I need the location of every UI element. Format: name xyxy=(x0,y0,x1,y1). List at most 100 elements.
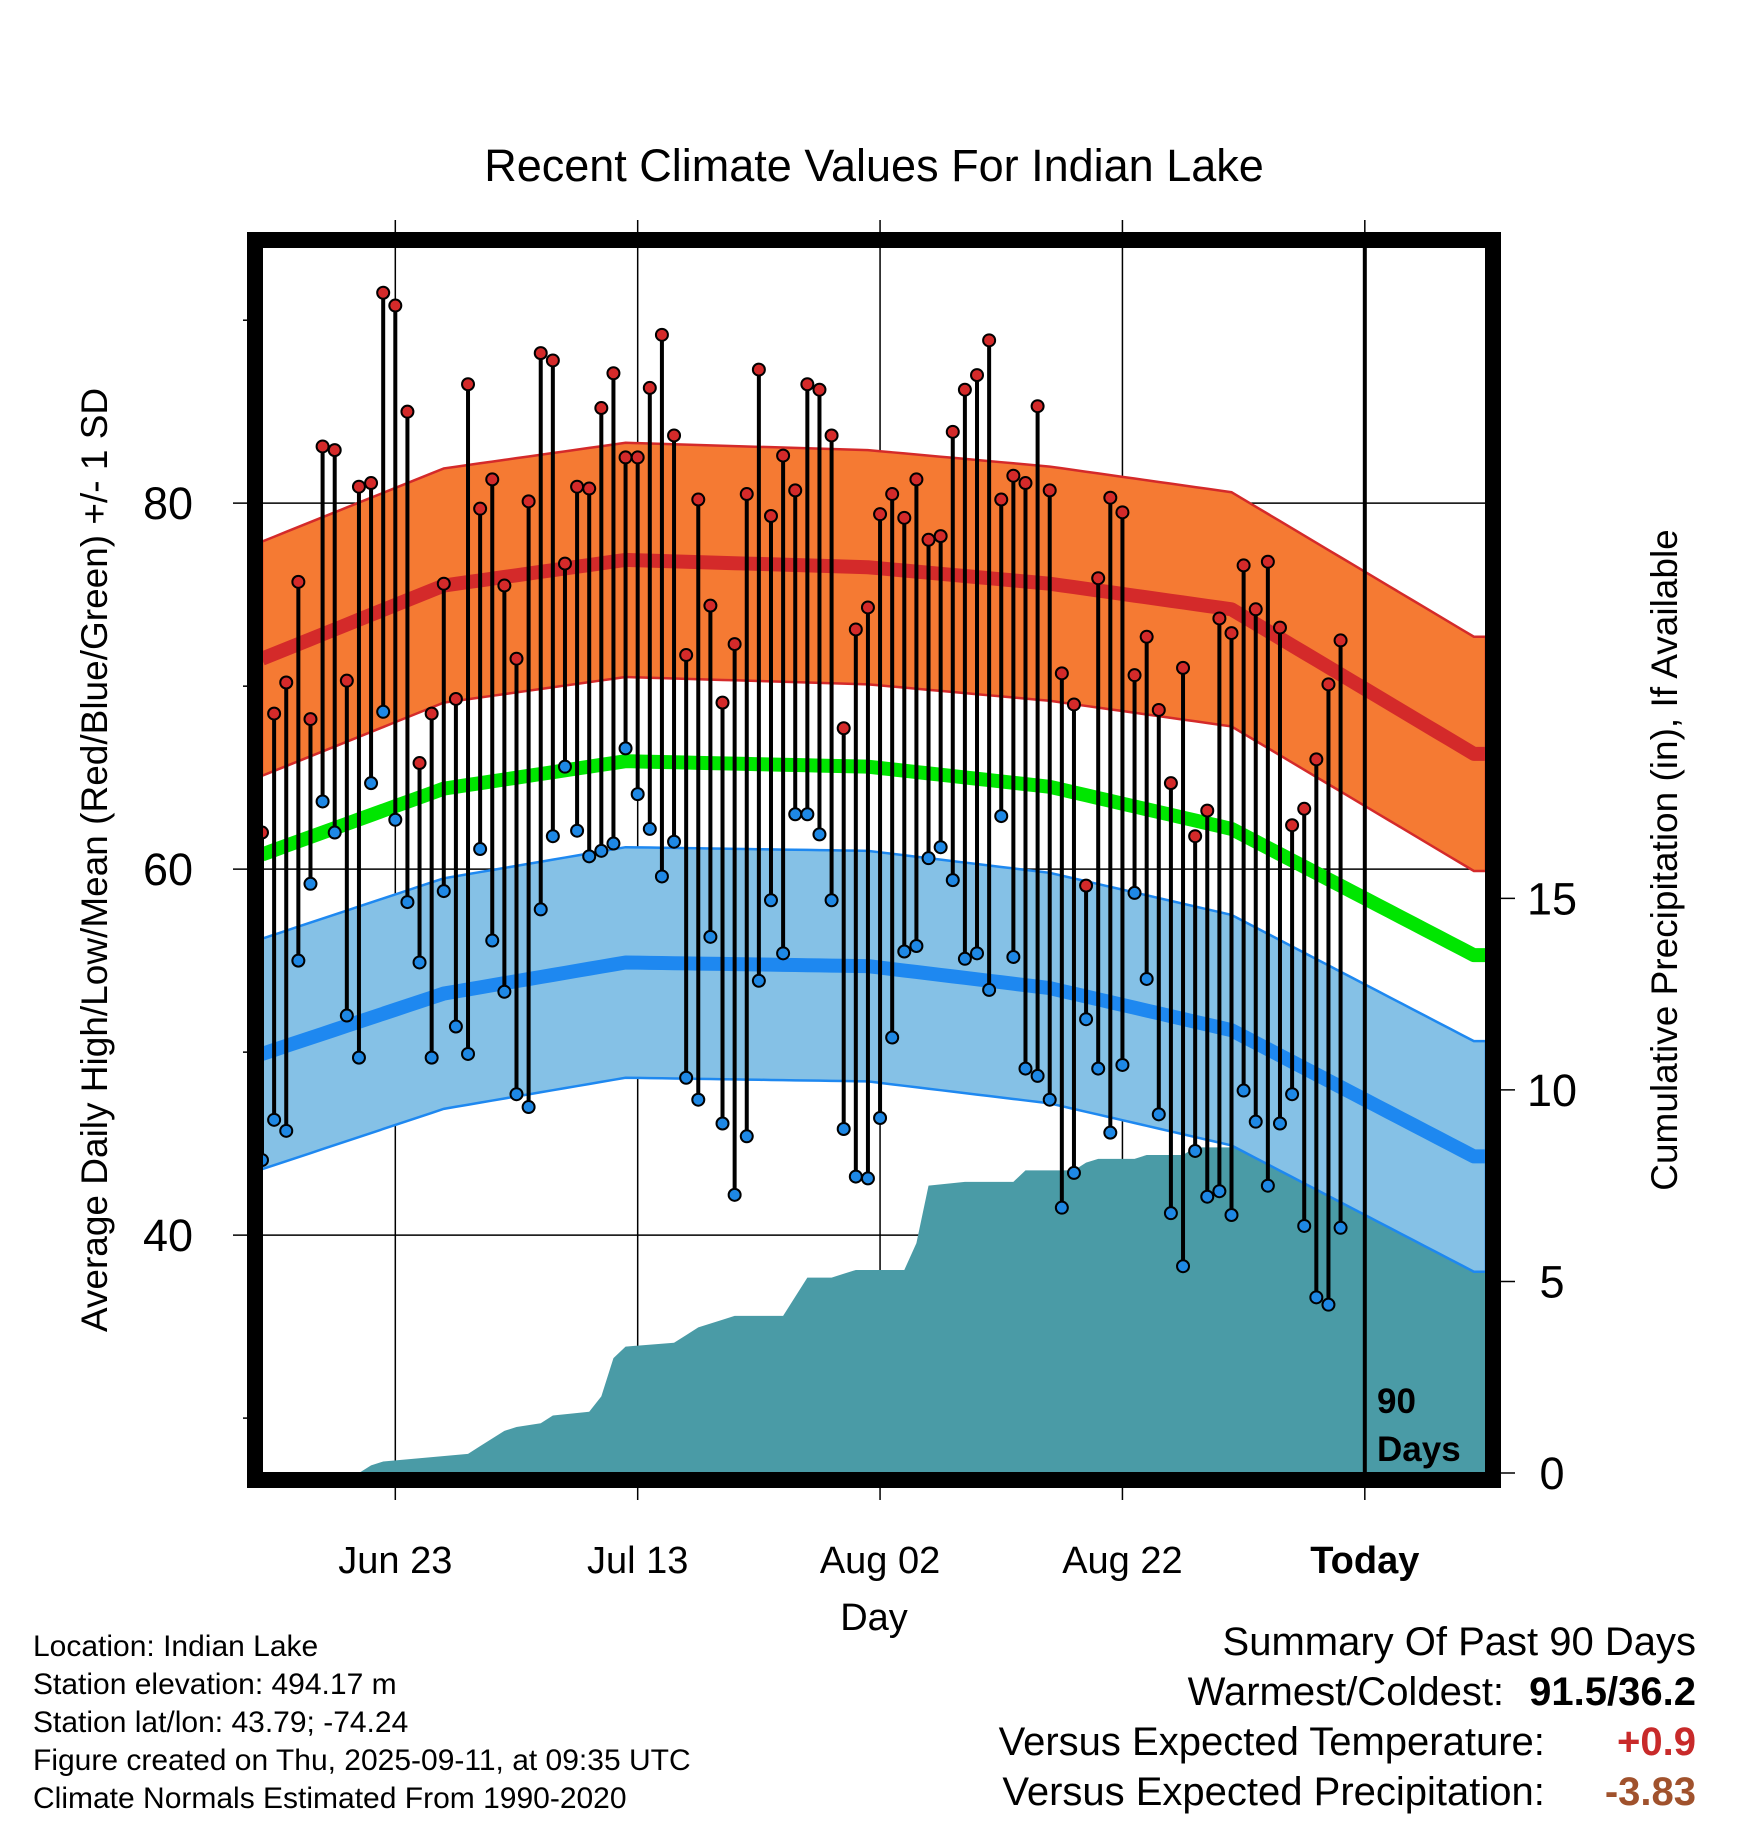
daily-low-point xyxy=(436,884,451,899)
daily-high-point xyxy=(630,450,645,465)
daily-low-point xyxy=(291,953,306,968)
daily-high-point xyxy=(545,353,560,368)
daily-low-point xyxy=(970,946,985,961)
daily-high-point xyxy=(1091,571,1106,586)
daily-high-point xyxy=(618,450,633,465)
daily-low-point xyxy=(594,843,609,858)
today-days-label: 90 xyxy=(1377,1382,1416,1421)
daily-low-point xyxy=(897,944,912,959)
daily-high-point xyxy=(448,691,463,706)
daily-high-point xyxy=(836,721,851,736)
precip-area-layer xyxy=(262,1112,1486,1473)
daily-high-point xyxy=(1309,752,1324,767)
daily-high-point xyxy=(848,622,863,637)
daily-low-point xyxy=(691,1092,706,1107)
daily-range-stems xyxy=(262,292,1343,1305)
daily-high-point xyxy=(533,346,548,361)
station-location: Location: Indian Lake xyxy=(33,1630,319,1663)
daily-low-point xyxy=(1103,1125,1118,1140)
daily-low-point xyxy=(388,812,403,827)
daily-low-point xyxy=(412,955,427,970)
daily-high-point xyxy=(763,508,778,523)
daily-high-point xyxy=(1297,801,1312,816)
daily-low-point xyxy=(812,827,827,842)
axes-layer: Jun 23 Jul 13 Aug 02 Aug 22 Today 40 60 80 0 5 10 1… xyxy=(143,220,1577,1582)
daily-low-point xyxy=(1006,949,1021,964)
daily-high-point xyxy=(1248,602,1263,617)
x-axis-label: Day xyxy=(840,1597,908,1639)
plot-frame xyxy=(247,232,1501,1488)
chart-title: Recent Climate Values For Indian Lake xyxy=(484,140,1264,191)
daily-high-point xyxy=(945,424,960,439)
daily-high-point xyxy=(582,481,597,496)
daily-high-point xyxy=(691,492,706,507)
daily-low-point xyxy=(461,1046,476,1061)
daily-high-point xyxy=(291,574,306,589)
daily-low-point xyxy=(303,876,318,891)
daily-low-point xyxy=(448,1019,463,1034)
summary-temp: Versus Expected Temperature: +0.9 xyxy=(999,1720,1696,1770)
daily-low-point xyxy=(1188,1143,1203,1158)
daily-high-point xyxy=(1079,878,1094,893)
station-info: Location: Indian Lake Station elevation:… xyxy=(33,1628,691,1818)
daily-low-point xyxy=(1054,1200,1069,1215)
daily-high-point xyxy=(327,443,342,458)
daily-points xyxy=(262,285,1348,1312)
daily-high-point xyxy=(739,487,754,502)
daily-low-point xyxy=(1321,1297,1336,1312)
daily-low-point xyxy=(267,1112,282,1127)
daily-high-point xyxy=(1176,660,1191,675)
daily-high-point xyxy=(776,448,791,463)
daily-high-point xyxy=(339,673,354,688)
daily-high-point xyxy=(436,576,451,591)
normal-lines-layer xyxy=(262,552,1486,1164)
daily-low-point xyxy=(921,851,936,866)
daily-high-point xyxy=(812,382,827,397)
daily-high-point xyxy=(279,675,294,690)
y-axis-right-label: Cumulative Precipitation (in), If Availa… xyxy=(1644,529,1685,1191)
daily-low-point xyxy=(667,834,682,849)
daily-high-point xyxy=(1285,818,1300,833)
daily-high-point xyxy=(667,428,682,443)
daily-low-point xyxy=(1079,1012,1094,1027)
warm-cold-value: 91.5/36.2 xyxy=(1529,1670,1696,1714)
daily-low-point xyxy=(824,893,839,908)
daily-high-point xyxy=(412,756,427,771)
daily-low-point xyxy=(570,823,585,838)
daily-low-point xyxy=(279,1123,294,1138)
daily-low-point xyxy=(873,1111,888,1126)
daily-low-point xyxy=(1030,1068,1045,1083)
daily-high-point xyxy=(933,529,948,544)
daily-high-point xyxy=(1139,629,1154,644)
daily-low-point xyxy=(933,840,948,855)
daily-high-point xyxy=(497,578,512,593)
y-right-tick-label: 0 xyxy=(1539,1448,1564,1499)
daily-high-point xyxy=(982,333,997,348)
daily-high-point xyxy=(376,285,391,300)
y-left-tick-label: 40 xyxy=(143,1210,193,1261)
daily-low-point xyxy=(776,946,791,961)
daily-high-point xyxy=(594,401,609,416)
daily-low-point xyxy=(351,1050,366,1065)
daily-low-point xyxy=(1127,885,1142,900)
daily-low-point xyxy=(582,849,597,864)
daily-high-point xyxy=(557,556,572,571)
daily-low-point xyxy=(715,1116,730,1131)
daily-low-point xyxy=(751,973,766,988)
y-right-tick-label: 15 xyxy=(1527,873,1577,924)
daily-high-point xyxy=(473,501,488,516)
station-elevation: Station elevation: 494.17 m xyxy=(33,1668,397,1701)
daily-high-point xyxy=(957,382,972,397)
daily-low-point xyxy=(1018,1061,1033,1076)
daily-low-point xyxy=(788,807,803,822)
daily-high-point xyxy=(1042,483,1057,498)
daily-high-point xyxy=(1188,829,1203,844)
daily-low-point xyxy=(485,933,500,948)
normal-low-line xyxy=(262,955,1486,1164)
daily-high-point xyxy=(267,706,282,721)
daily-high-point xyxy=(1212,611,1227,626)
daily-high-point xyxy=(570,479,585,494)
daily-high-point xyxy=(1103,490,1118,505)
daily-high-point xyxy=(654,327,669,342)
daily-high-point xyxy=(824,428,839,443)
